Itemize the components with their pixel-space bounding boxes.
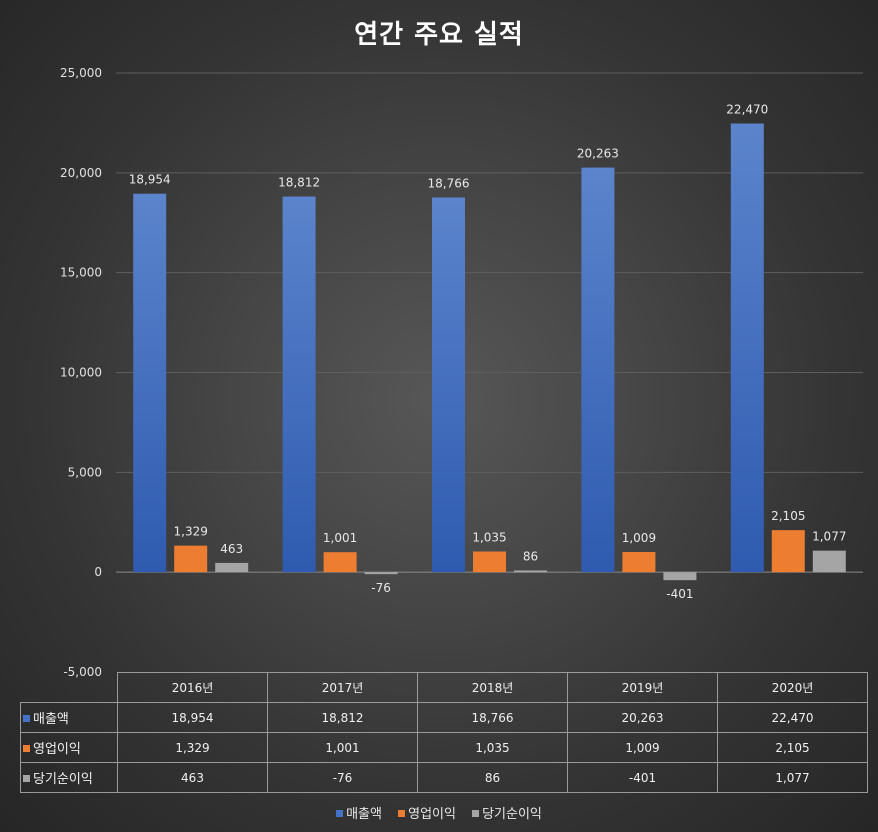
- table-row-operating-profit: 영업이익 1,329 1,001 1,035 1,009 2,105: [20, 732, 868, 763]
- bar-revenue: [730, 123, 764, 573]
- legend-item-operating-profit: 영업이익: [398, 803, 456, 822]
- table-cell: -76: [267, 762, 418, 793]
- bar-operating-profit: [473, 551, 506, 573]
- table-cell: 463: [117, 762, 268, 793]
- data-label: 2,105: [771, 509, 805, 523]
- data-label: 463: [220, 542, 243, 556]
- table-header-cell: 2020년: [717, 672, 868, 703]
- table-row-header: 당기순이익: [20, 762, 118, 793]
- y-tick-label: 20,000: [60, 166, 102, 180]
- bar-operating-profit: [771, 530, 805, 573]
- bar-net-income: [215, 562, 249, 573]
- legend-label: 영업이익: [408, 807, 456, 822]
- y-tick-label: 15,000: [60, 266, 102, 280]
- y-tick-label: 5,000: [68, 465, 102, 479]
- data-table: 2016년 2017년 2018년 2019년 2020년 매출액 18,954…: [20, 672, 868, 793]
- table-header-cell: 2017년: [267, 672, 418, 703]
- data-label: 18,812: [278, 176, 320, 190]
- table-cell: 22,470: [717, 702, 868, 733]
- table-corner: [20, 672, 118, 703]
- table-cell: 1,001: [267, 732, 418, 763]
- row-label: 영업이익: [33, 742, 81, 757]
- table-row-net-income: 당기순이익 463 -76 86 -401 1,077: [20, 762, 868, 793]
- bar-operating-profit: [323, 552, 357, 573]
- bar-net-income: [812, 550, 846, 573]
- legend-item-revenue: 매출액: [336, 803, 382, 822]
- table-row-header: 영업이익: [20, 732, 118, 763]
- table-header-cell: 2018년: [417, 672, 568, 703]
- table-cell: 1,329: [117, 732, 268, 763]
- table-cell: -401: [567, 762, 718, 793]
- bar-operating-profit: [622, 552, 656, 573]
- data-label: -401: [666, 587, 693, 601]
- table-row-header: 매출액: [20, 702, 118, 733]
- table-cell: 20,263: [567, 702, 718, 733]
- y-tick-label: 10,000: [60, 366, 102, 380]
- legend-label: 당기순이익: [482, 807, 542, 822]
- bar-revenue: [133, 193, 167, 573]
- bar-revenue: [581, 167, 615, 573]
- bar-operating-profit: [174, 545, 208, 573]
- row-label: 당기순이익: [33, 772, 93, 787]
- bar-net-income: [663, 572, 697, 581]
- operating-profit-legend-key: [23, 745, 30, 752]
- row-label: 매출액: [33, 712, 69, 727]
- data-label: 1,009: [622, 531, 656, 545]
- legend: 매출액 영업이익 당기순이익: [0, 803, 878, 822]
- data-label: 22,470: [726, 103, 768, 117]
- y-tick-label: 25,000: [60, 66, 102, 80]
- legend-label: 매출액: [346, 807, 382, 822]
- table-cell: 18,812: [267, 702, 418, 733]
- table-cell: 86: [417, 762, 568, 793]
- data-label: 18,766: [428, 176, 470, 190]
- legend-swatch: [472, 810, 480, 817]
- data-label: -76: [371, 581, 391, 595]
- bar-revenue: [432, 197, 465, 573]
- legend-swatch: [398, 810, 406, 817]
- table-cell: 1,035: [417, 732, 568, 763]
- table-header-cell: 2016년: [117, 672, 268, 703]
- chart-title: 연간 주요 실적: [354, 20, 524, 50]
- legend-item-net-income: 당기순이익: [472, 803, 542, 822]
- bar-revenue: [282, 196, 316, 573]
- table-cell: 1,077: [717, 762, 868, 793]
- legend-swatch: [336, 810, 344, 817]
- bar-net-income: [514, 570, 547, 573]
- revenue-legend-key: [23, 715, 30, 722]
- data-label: 18,954: [129, 173, 171, 187]
- data-label: 1,035: [472, 531, 506, 545]
- table-cell: 2,105: [717, 732, 868, 763]
- bar-net-income: [364, 572, 398, 575]
- data-label: 1,077: [812, 530, 846, 544]
- net-income-legend-key: [23, 775, 30, 782]
- data-label: 86: [523, 549, 538, 563]
- table-cell: 18,766: [417, 702, 568, 733]
- table-cell: 1,009: [567, 732, 718, 763]
- table-row-revenue: 매출액 18,954 18,812 18,766 20,263 22,470: [20, 702, 868, 733]
- data-label: 1,329: [174, 525, 208, 539]
- y-tick-label: 0: [94, 565, 102, 579]
- data-label: 20,263: [577, 147, 619, 161]
- table-header-cell: 2019년: [567, 672, 718, 703]
- table-header-row: 2016년 2017년 2018년 2019년 2020년: [20, 672, 868, 703]
- table-cell: 18,954: [117, 702, 268, 733]
- data-label: 1,001: [323, 531, 357, 545]
